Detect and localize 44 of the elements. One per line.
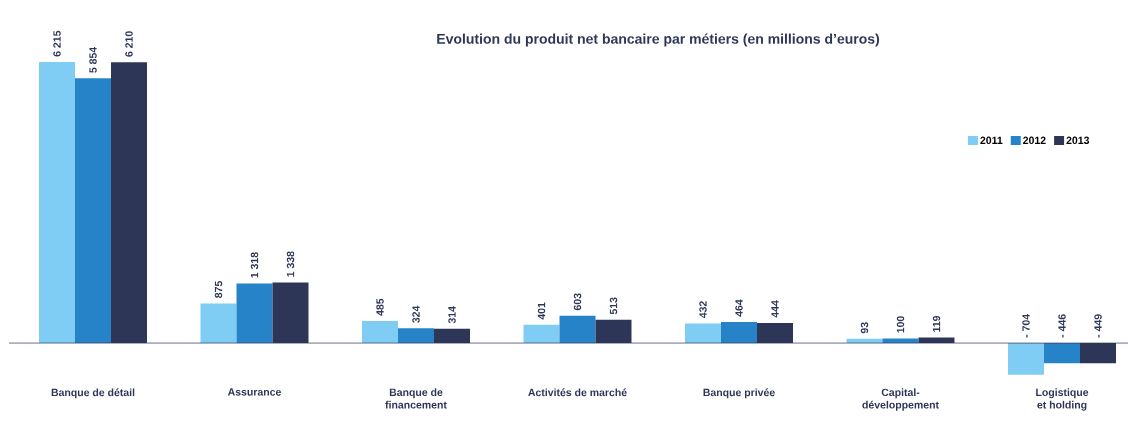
- bar: [559, 315, 596, 343]
- legend-label: 2011: [980, 136, 1003, 145]
- data-label: 464: [735, 299, 743, 317]
- x-tick-label: Assurance: [227, 388, 281, 396]
- data-label: 444: [771, 300, 779, 318]
- data-label: 119: [932, 315, 941, 332]
- legend-label: 2013: [1066, 136, 1090, 145]
- data-label: 100: [896, 316, 905, 333]
- data-label: - 446: [1058, 314, 1066, 338]
- data-label: 1 318: [250, 252, 259, 278]
- bar: [75, 78, 111, 343]
- x-tick-label: Banque privée: [703, 388, 775, 399]
- data-label: 513: [609, 297, 618, 315]
- bar: [39, 62, 75, 343]
- data-label: 6 210: [125, 31, 133, 57]
- x-tick-label: Activités de marché: [528, 388, 627, 397]
- data-label: 401: [537, 302, 546, 320]
- x-tick-label: Banque de détail: [51, 388, 135, 399]
- data-label: 5 854: [89, 46, 97, 73]
- data-label: 93: [860, 322, 869, 334]
- chart-title: Evolution du produit net bancaire par métiers (en millions d’euros): [437, 33, 880, 47]
- bar: [362, 321, 399, 343]
- x-tick-label: Capital- développement: [862, 388, 939, 411]
- data-label: 1 338: [286, 251, 295, 277]
- data-label: 875: [214, 281, 223, 298]
- bar: [523, 324, 560, 343]
- bar: [236, 283, 273, 343]
- bar: [1044, 343, 1081, 364]
- bar: [398, 328, 434, 343]
- data-label: 314: [448, 306, 456, 324]
- data-label: 324: [412, 305, 420, 323]
- bar: [1008, 343, 1045, 375]
- data-label: 432: [699, 301, 707, 319]
- data-label: 485: [376, 298, 384, 316]
- data-label: - 704: [1022, 313, 1030, 338]
- data-label: 6 215: [53, 30, 61, 57]
- bar: [721, 322, 758, 343]
- x-tick-label: Banque de financement: [385, 388, 447, 409]
- data-label: - 449: [1094, 314, 1102, 338]
- legend-label: 2012: [1023, 136, 1046, 145]
- data-label: 603: [573, 293, 582, 311]
- bar: [685, 323, 722, 343]
- x-tick-label: Logistique et holding: [1036, 388, 1089, 411]
- bar: [200, 303, 237, 343]
